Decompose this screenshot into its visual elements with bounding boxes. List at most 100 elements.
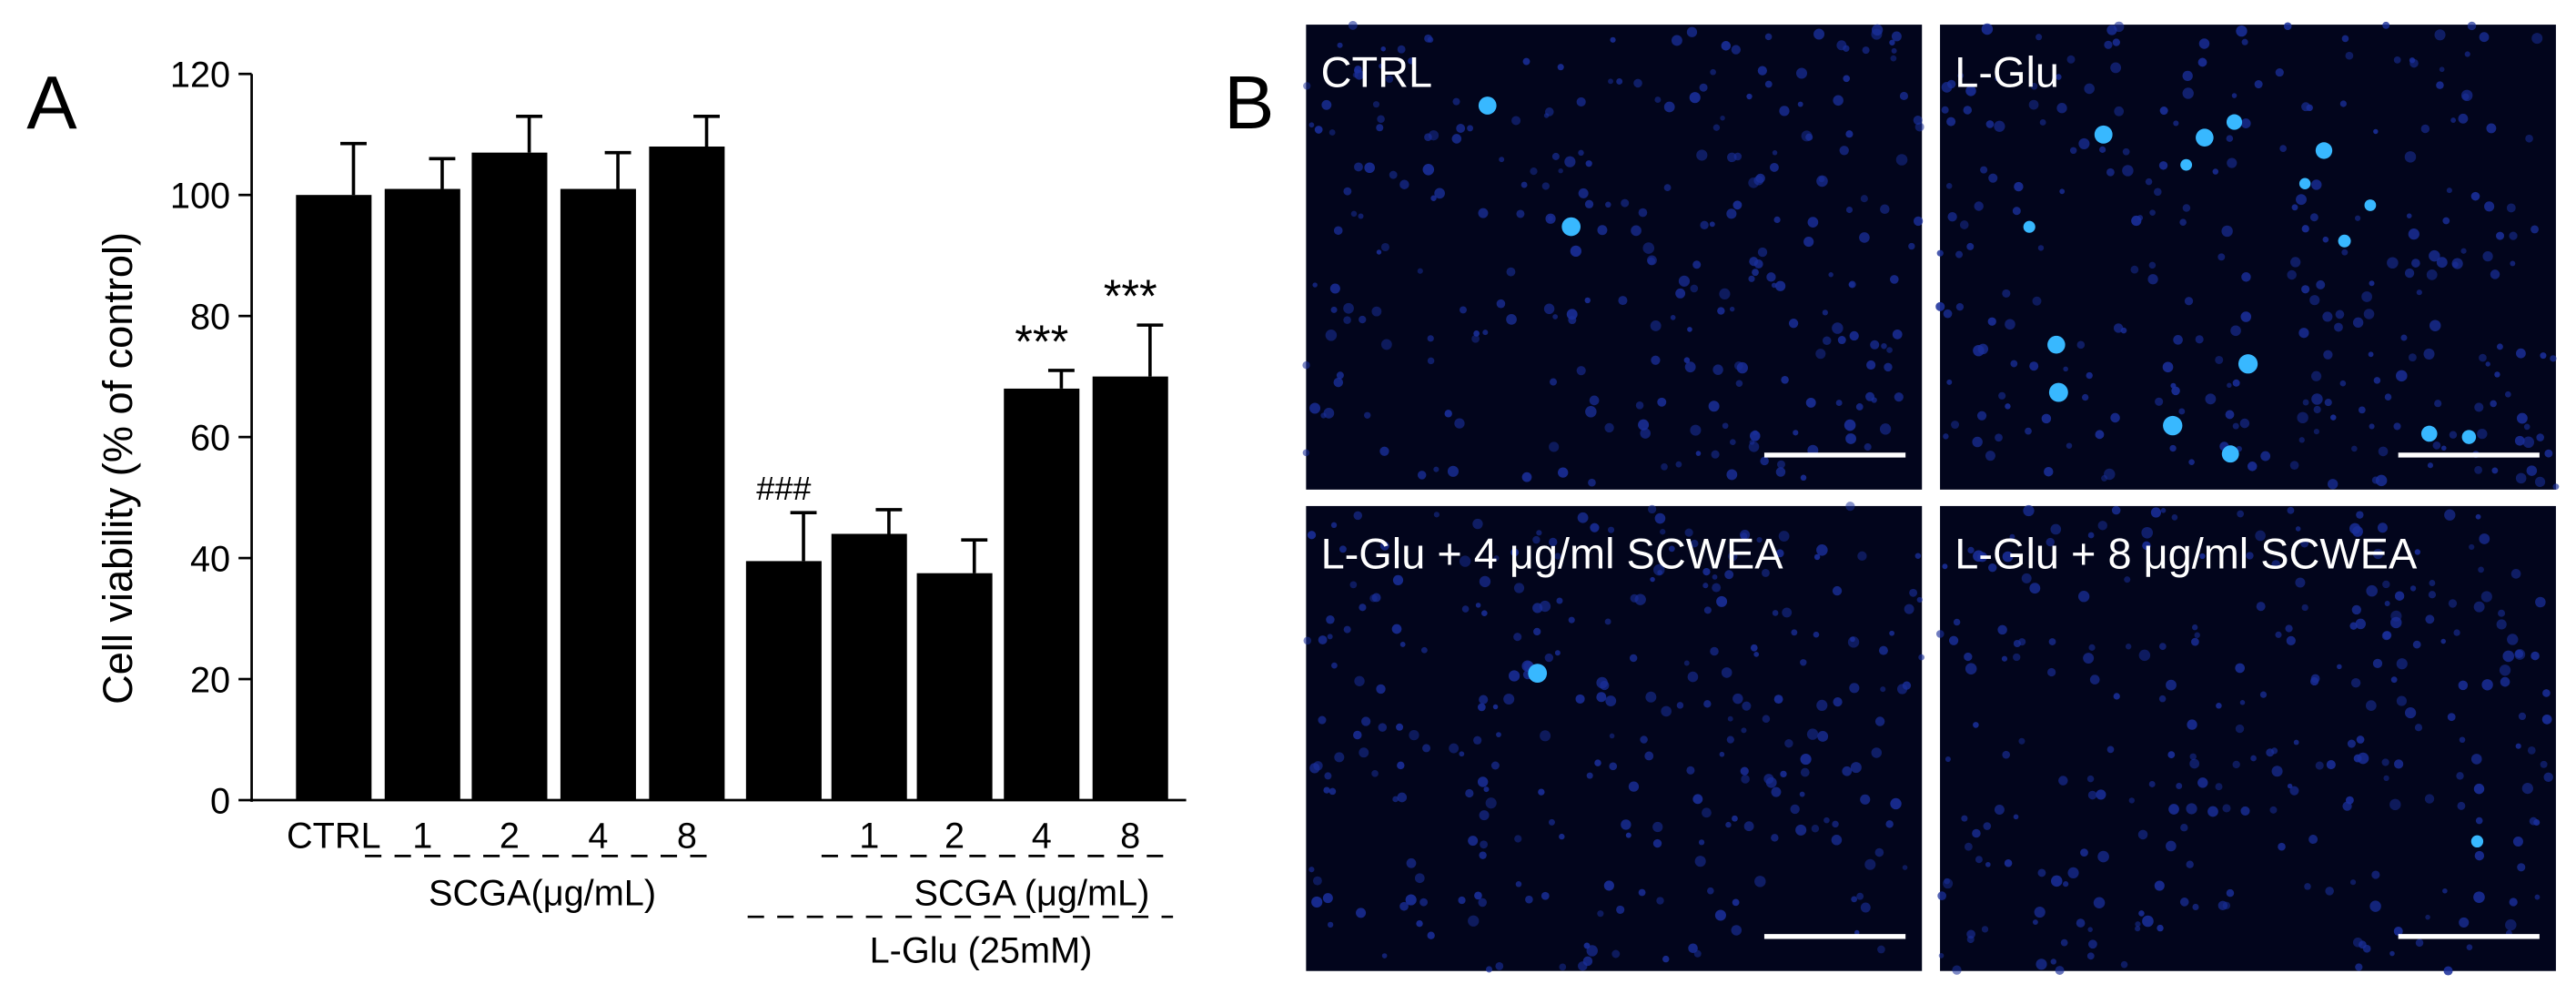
nucleus [1712, 583, 1722, 593]
nucleus [2499, 664, 2511, 676]
nucleus [1516, 209, 1525, 218]
nucleus [1741, 727, 1747, 734]
nucleus [1578, 188, 1589, 198]
nucleus [2289, 786, 2299, 796]
nucleus [2349, 622, 2358, 630]
nucleus [2130, 265, 2139, 274]
nucleus [2424, 794, 2435, 804]
nucleus [2036, 34, 2043, 41]
nucleus [2363, 309, 2375, 320]
nucleus [2442, 217, 2450, 225]
nucleus [2516, 348, 2526, 359]
nucleus [1610, 36, 1616, 43]
nucleus [2366, 584, 2378, 597]
nucleus [2339, 100, 2347, 107]
nucleus [1773, 695, 1783, 705]
nucleus [2037, 245, 2045, 251]
nucleus [2283, 22, 2292, 31]
nucleus [1891, 47, 1897, 54]
nucleus [2250, 755, 2257, 762]
nucleus [1456, 124, 1466, 133]
nucleus [2159, 106, 2168, 116]
nucleus [2434, 29, 2446, 41]
nucleus [1483, 786, 1490, 793]
nucleus [1689, 92, 1701, 104]
nucleus [2216, 702, 2222, 709]
nucleus [1543, 113, 1550, 118]
nucleus [2168, 804, 2179, 815]
nucleus [1653, 563, 1665, 576]
nucleus [2389, 798, 2401, 811]
nucleus [1309, 763, 1320, 774]
nucleus [1822, 336, 1832, 346]
nucleus [2182, 87, 2194, 99]
nucleus [2404, 151, 2417, 163]
nucleus [2166, 840, 2177, 852]
nucleus [1795, 824, 1807, 836]
nucleus [2162, 361, 2174, 373]
nucleus [2341, 248, 2349, 256]
nucleus [1943, 433, 1949, 440]
nucleus [1650, 320, 1662, 331]
nucleus [2436, 257, 2448, 269]
nucleus [1379, 63, 1384, 69]
nucleus [2313, 405, 2321, 414]
nucleus [2086, 952, 2095, 960]
nucleus [2028, 99, 2039, 110]
nucleus [2485, 361, 2490, 367]
nucleus [2113, 693, 2120, 700]
nucleus [2531, 225, 2539, 234]
bright-nucleus [2196, 128, 2214, 147]
nucleus [1890, 797, 1902, 810]
nucleus [1337, 42, 1343, 48]
nucleus [2009, 533, 2015, 540]
x-tick-label: 2 [500, 816, 520, 856]
nucleus [1447, 465, 1460, 477]
nucleus [1765, 776, 1777, 788]
nucleus [1608, 78, 1613, 85]
nucleus [2137, 829, 2148, 840]
nucleus [1625, 832, 1631, 838]
nucleus [1972, 436, 1983, 448]
nucleus [1371, 593, 1381, 603]
nucleus [1899, 91, 1909, 101]
image-label: L-Glu + 4 μg/ml SCWEA [1321, 531, 1784, 578]
nucleus [2269, 806, 2278, 814]
nucleus [2138, 910, 2145, 917]
error-bar [1047, 369, 1075, 389]
nucleus [1761, 569, 1770, 577]
nucleus [1490, 761, 1500, 770]
nucleus [1353, 730, 1362, 740]
x-tick-label: CTRL [287, 816, 381, 856]
y-tick-label: 60 [190, 419, 230, 459]
nucleus [1727, 715, 1733, 722]
nucleus [1778, 531, 1790, 542]
nucleus [2393, 927, 2403, 937]
nucleus [1943, 309, 1953, 319]
nucleus [2381, 631, 2391, 641]
nucleus [2415, 938, 2424, 948]
nucleus [1458, 896, 1466, 905]
nucleus [2298, 328, 2309, 339]
nucleus [1967, 546, 1975, 554]
nucleus [2080, 848, 2088, 857]
nucleus [1994, 805, 2005, 815]
nucleus [1693, 949, 1702, 958]
nucleus [2479, 32, 2490, 43]
nucleus [1576, 366, 1586, 376]
nucleus [1728, 551, 1738, 562]
nucleus [1314, 126, 1323, 134]
nucleus [2425, 914, 2430, 920]
image-background [1306, 25, 1923, 490]
nucleus [2222, 804, 2231, 813]
nucleus [1336, 371, 1344, 380]
nucleus [1973, 722, 1979, 728]
nucleus [1597, 910, 1604, 918]
nucleus [2505, 918, 2517, 931]
nucleus [2390, 616, 2402, 629]
nucleus [2409, 57, 2416, 64]
nucleus [2481, 679, 2493, 691]
nucleus [1506, 267, 1516, 277]
nucleus [1609, 733, 1615, 739]
nucleus [1396, 723, 1404, 731]
